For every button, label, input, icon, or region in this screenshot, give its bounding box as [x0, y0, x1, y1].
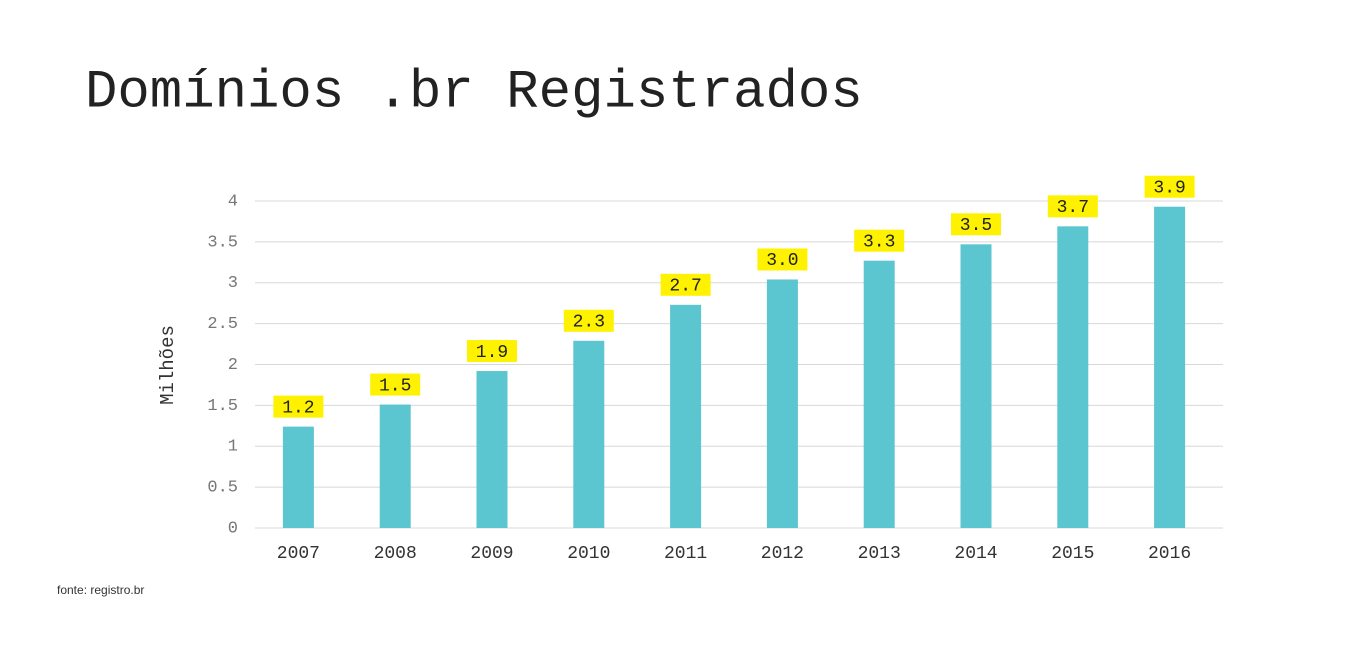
bar	[282, 426, 314, 528]
value-label: 1.5	[379, 376, 411, 396]
x-tick-label: 2011	[664, 544, 707, 564]
y-tick-label: 0.5	[207, 479, 238, 498]
value-label: 1.2	[282, 398, 314, 418]
value-label-bg	[951, 213, 1001, 236]
bar	[1154, 206, 1186, 528]
bar	[476, 371, 508, 528]
value-label-bg	[660, 273, 711, 296]
value-label: 2.3	[573, 313, 605, 333]
value-label: 3.7	[1057, 198, 1089, 218]
y-tick-label: 0	[228, 519, 238, 538]
value-label: 3.3	[863, 232, 895, 252]
x-tick-label: 2010	[567, 544, 610, 564]
value-label-bg	[1047, 195, 1098, 218]
value-label-bg	[467, 340, 517, 363]
value-label-bg	[1144, 175, 1195, 198]
y-tick-label: 1.5	[207, 397, 238, 416]
value-label: 1.9	[476, 343, 508, 363]
bar	[863, 260, 895, 528]
y-tick-label: 2.5	[207, 315, 238, 334]
y-tick-label: 3.5	[207, 233, 238, 252]
x-tick-label: 2015	[1051, 544, 1094, 564]
bar	[766, 279, 798, 528]
x-tick-label: 2016	[1148, 544, 1191, 564]
value-label-bg	[854, 229, 905, 252]
x-tick-label: 2009	[470, 544, 513, 564]
y-tick-label: 3	[228, 274, 238, 293]
chart-title: Domínios .br Registrados	[85, 62, 863, 123]
bar	[960, 244, 992, 528]
value-label-bg	[563, 309, 614, 332]
y-tick-label: 2	[228, 356, 238, 375]
value-label: 2.7	[669, 277, 701, 297]
x-tick-label: 2014	[954, 544, 997, 564]
value-label-bg	[370, 373, 421, 396]
value-label-bg	[757, 248, 808, 271]
value-label: 3.0	[766, 251, 798, 271]
source-note: fonte: registro.br	[57, 583, 144, 597]
bar	[1057, 226, 1089, 528]
bar	[573, 340, 605, 528]
x-tick-label: 2012	[761, 544, 804, 564]
y-tick-label: 1	[228, 438, 238, 457]
x-tick-label: 2013	[858, 544, 901, 564]
bar	[670, 304, 702, 528]
value-label: 3.9	[1153, 178, 1185, 198]
value-label: 3.5	[960, 216, 992, 236]
y-axis-label: Milhões	[157, 325, 179, 405]
x-tick-label: 2008	[374, 544, 417, 564]
x-tick-label: 2007	[277, 544, 320, 564]
bar	[379, 404, 411, 528]
y-tick-label: 4	[228, 192, 238, 211]
value-label-bg	[273, 395, 324, 418]
